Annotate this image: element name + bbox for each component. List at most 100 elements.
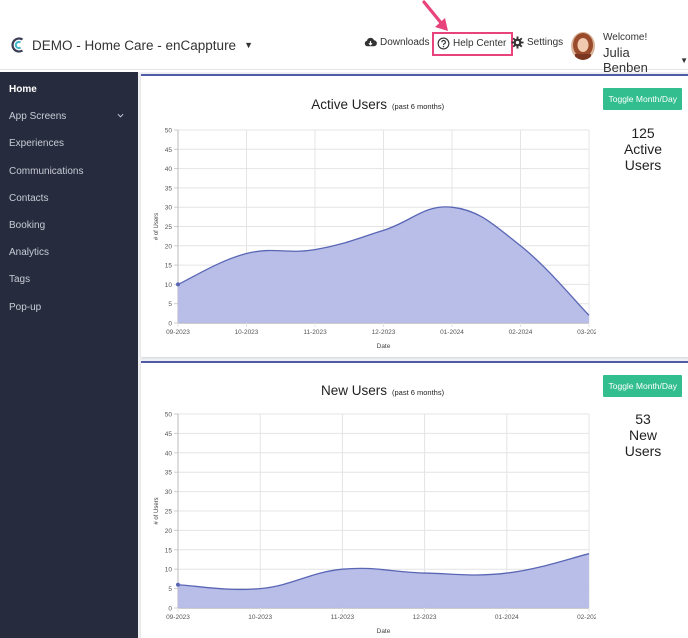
series-line [177,206,590,316]
y-tick-label: 45 [165,431,173,438]
sidebar-item-contacts[interactable]: Contacts [0,185,138,212]
sidebar: Home App Screens Experiences Communicati… [0,72,138,638]
y-tick-label: 50 [165,128,173,135]
settings-link[interactable]: Settings [511,36,563,49]
y-tick-label: 25 [165,224,173,231]
app-switcher[interactable]: DEMO - Home Care - enCappture ▼ [10,36,253,54]
sidebar-item-analytics[interactable]: Analytics [0,239,138,266]
x-tick-label: 01-2024 [495,614,519,621]
chart-title: New Users [321,383,387,398]
question-circle-icon [437,37,450,50]
sidebar-item-home[interactable]: Home [0,76,138,103]
x-tick-label: 09-2023 [166,614,190,621]
y-tick-label: 20 [165,243,173,250]
y-tick-label: 30 [165,489,173,496]
y-tick-label: 35 [165,470,173,477]
sidebar-item-label: Experiences [9,138,65,150]
x-tick-label: 02-2024 [509,329,533,336]
y-tick-label: 0 [168,321,172,328]
y-tick-label: 15 [165,547,173,554]
y-tick-label: 10 [165,567,173,574]
downloads-label: Downloads [380,37,430,48]
sidebar-item-experiences[interactable]: Experiences [0,130,138,157]
series-line [177,553,590,591]
y-tick-label: 5 [168,301,172,308]
sidebar-item-label: Tags [9,274,31,286]
avatar[interactable] [571,32,595,60]
sidebar-item-label: Contacts [9,192,49,204]
stat-label-line1: Active [623,141,663,157]
series-area [178,553,589,608]
active-users-card: Toggle Month/Day 125 Active Users Active… [141,74,688,357]
gear-icon [511,36,524,49]
sidebar-item-label: Communications [9,165,84,177]
x-tick-label: 10-2023 [235,329,259,336]
y-tick-label: 40 [165,450,173,457]
active-users-chart: Active Users (past 6 months) 0 5 10 15 20 25 30 3… [154,97,596,350]
y-tick-label: 25 [165,509,173,516]
y-tick-label: 5 [168,586,172,593]
sidebar-item-label: Home [9,84,37,96]
y-tick-label: 30 [165,205,173,212]
toggle-month-day-button[interactable]: Toggle Month/Day [603,375,682,397]
y-tick-label: 35 [165,185,173,192]
toggle-month-day-button[interactable]: Toggle Month/Day [603,88,682,110]
chart-title: Active Users [311,97,387,112]
sidebar-item-pop-up[interactable]: Pop-up [0,294,138,321]
y-tick-label: 20 [165,528,173,535]
x-tick-label: 03-2024 [577,329,596,336]
sidebar-item-label: Booking [9,220,46,232]
new-users-card: Toggle Month/Day 53 New Users New Users (… [141,361,688,638]
x-axis-label: Date [377,628,391,635]
sidebar-item-label: Analytics [9,247,50,259]
new-users-stat: 53 New Users [599,411,687,459]
sidebar-item-booking[interactable]: Booking [0,212,138,239]
y-tick-label: 10 [165,282,173,289]
stat-number: 125 [631,125,655,141]
help-center-label: Help Center [453,38,507,49]
brand-logo-icon [11,37,24,53]
y-tick-label: 0 [168,606,172,613]
annotation-arrow-icon [422,0,448,31]
x-axis-label: Date [377,343,391,350]
welcome-label: Welcome! [603,32,648,43]
stat-label-line1: New [628,427,657,443]
help-center-link[interactable]: Help Center [432,32,514,56]
user-photo-icon [571,32,595,60]
x-tick-label: 01-2024 [440,329,464,336]
data-point [176,282,180,287]
sidebar-item-communications[interactable]: Communications [0,158,138,185]
x-tick-label: 10-2023 [248,614,272,621]
caret-down-icon: ▼ [680,55,688,65]
y-tick-label: 50 [165,412,173,419]
y-tick-label: 15 [165,263,173,270]
series-area [178,206,589,323]
data-point [176,582,180,587]
y-axis-label: # of Users [154,497,160,524]
downloads-link[interactable]: Downloads [364,36,429,49]
y-axis-label: # of Users [154,213,160,240]
chart-subtitle: (past 6 months) [392,388,445,397]
top-header: DEMO - Home Care - enCappture ▼ Download… [0,0,688,75]
sidebar-item-label: App Screens [9,111,67,123]
sidebar-item-tags[interactable]: Tags [0,266,138,293]
app-title: DEMO - Home Care - enCappture [32,37,237,53]
x-tick-label: 09-2023 [166,329,190,336]
settings-label: Settings [527,37,564,48]
user-menu[interactable]: Julia Benben ▼ [603,45,688,75]
chevron-down-icon [117,114,124,118]
y-tick-label: 40 [165,166,173,173]
y-tick-label: 45 [165,147,173,154]
stat-label-line2: Users [624,443,662,459]
x-tick-label: 12-2023 [413,614,437,621]
new-users-chart: New Users (past 6 months) 0 5 10 15 20 25 30 35 40… [154,383,596,635]
active-users-stat: 125 Active Users [599,125,687,173]
stat-label-line2: Users [624,157,662,173]
cloud-download-icon [364,37,377,47]
main-content: Toggle Month/Day 125 Active Users Active… [138,72,688,638]
x-tick-label: 11-2023 [331,614,355,621]
x-tick-label: 11-2023 [303,329,327,336]
sidebar-item-label: Pop-up [9,301,42,313]
caret-down-icon: ▼ [244,40,253,50]
sidebar-item-app-screens[interactable]: App Screens [0,103,138,130]
